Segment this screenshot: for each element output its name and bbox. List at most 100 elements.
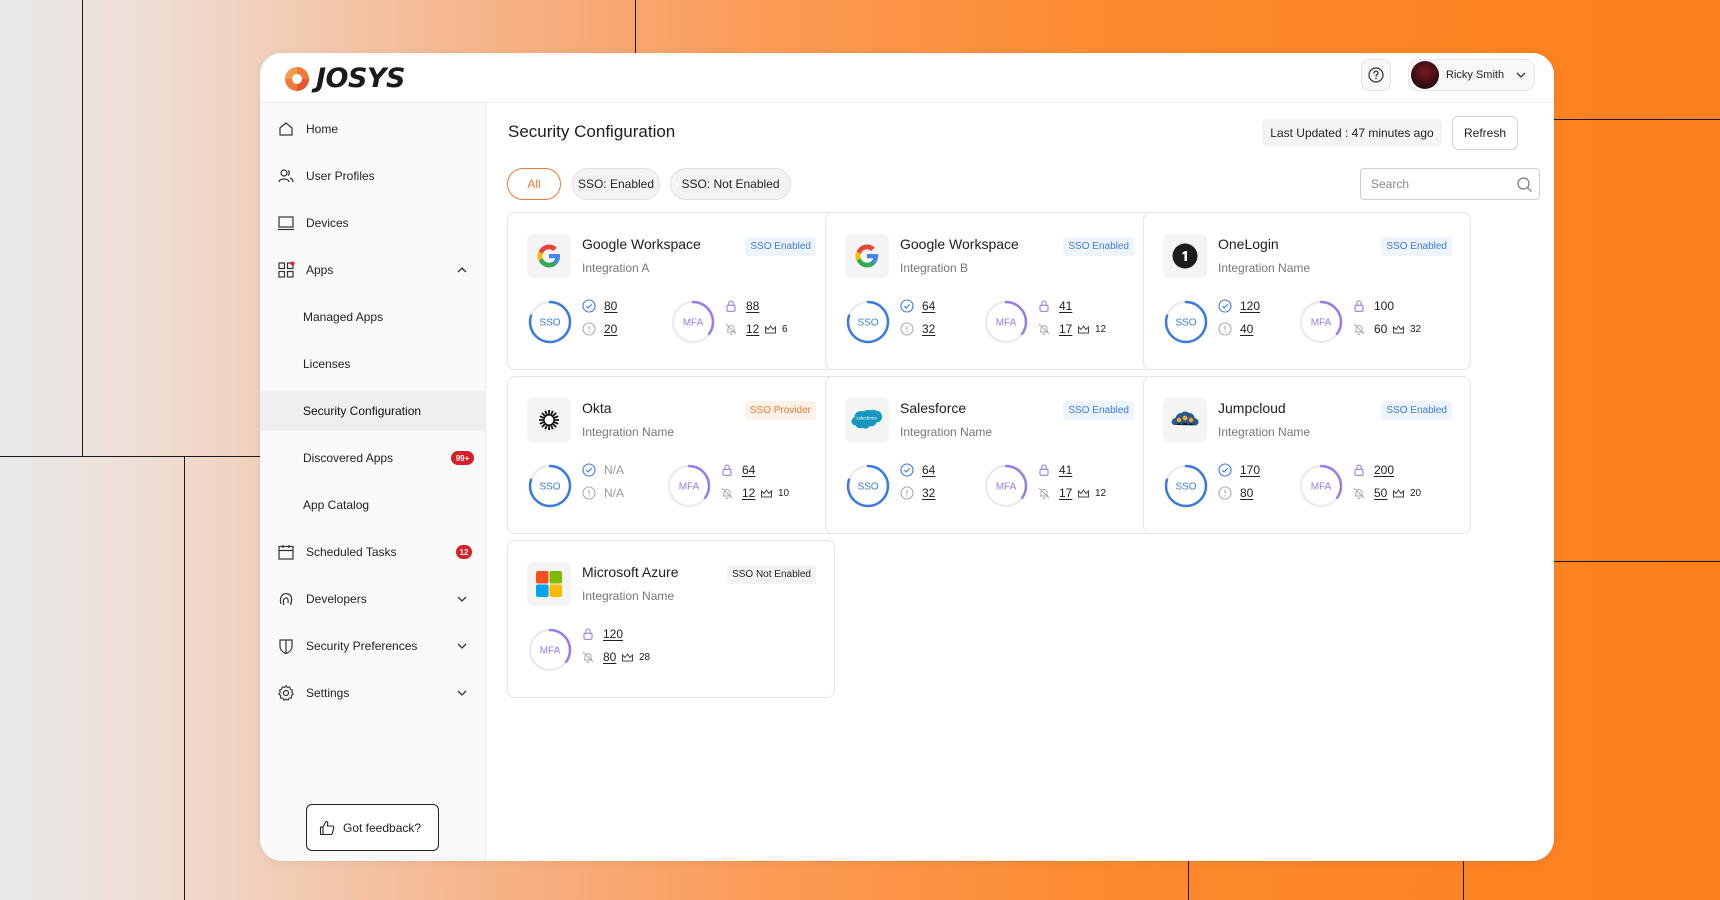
sso-warning-count[interactable]: 40	[1240, 322, 1254, 336]
sso-enabled-count[interactable]: 80	[604, 299, 618, 313]
sso-warning-count[interactable]: 32	[922, 322, 936, 336]
sso-warning-stat[interactable]: N/A	[582, 486, 624, 500]
mfa-disabled-count[interactable]: 17	[1059, 486, 1073, 500]
josys-logo[interactable]: JOSYS	[282, 63, 405, 94]
filter-chip-sso-not-enabled[interactable]: SSO: Not Enabled	[670, 168, 791, 200]
sidebar-item-app-catalog[interactable]: App Catalog	[260, 485, 485, 525]
mfa-disabled-stat[interactable]: 12	[724, 322, 759, 336]
sso-enabled-count[interactable]: 170	[1240, 463, 1261, 477]
sso-enabled-stat[interactable]: N/A	[582, 463, 624, 477]
sso-warning-count[interactable]: 80	[1240, 486, 1254, 500]
sso-enabled-count[interactable]: 64	[922, 299, 936, 313]
sso-enabled-count[interactable]: 120	[1240, 299, 1261, 313]
search-field[interactable]	[1360, 168, 1540, 200]
sso-enabled-stat[interactable]: 120	[1218, 299, 1260, 313]
mfa-disabled-count[interactable]: 17	[1059, 322, 1073, 336]
mfa-enabled-stat[interactable]: 41	[1037, 463, 1072, 477]
mfa-enabled-stat[interactable]: 120	[581, 627, 623, 641]
sso-warning-stat[interactable]: 32	[900, 486, 935, 500]
mfa-enabled-count[interactable]: 64	[742, 463, 756, 477]
sidebar-item-scheduled-tasks[interactable]: Scheduled Tasks 12	[260, 532, 485, 572]
search-icon[interactable]	[1516, 176, 1533, 193]
check-circle-icon	[1218, 299, 1232, 313]
app-card-jumpcloud[interactable]: Jumpcloud Integration Name SSO Enabled S…	[1143, 376, 1471, 534]
bell-off-icon	[725, 323, 737, 335]
mfa-ring-label: MFA	[996, 318, 1017, 329]
sso-status-badge: SSO Enabled	[1381, 401, 1452, 420]
integration-name: Integration Name	[1218, 425, 1311, 439]
mfa-disabled-count[interactable]: 12	[746, 322, 760, 336]
user-menu[interactable]: Ricky Smith	[1408, 59, 1535, 91]
mfa-disabled-stat[interactable]: 17	[1037, 486, 1072, 500]
filter-chip-all[interactable]: All	[507, 168, 561, 200]
sso-warning-count[interactable]: 20	[604, 322, 618, 336]
sidebar-item-security-preferences[interactable]: Security Preferences	[260, 626, 485, 666]
mfa-ring-label: MFA	[679, 482, 700, 493]
mfa-enabled-stat[interactable]: 64	[720, 463, 755, 477]
sidebar-item-developers[interactable]: Developers	[260, 579, 485, 619]
sidebar-item-devices[interactable]: Devices	[260, 203, 485, 243]
license-stat: 28	[621, 651, 650, 664]
sso-enabled-stat[interactable]: 64	[900, 299, 935, 313]
mfa-enabled-stat[interactable]: 88	[724, 299, 759, 313]
mfa-enabled-count[interactable]: 200	[1374, 463, 1395, 477]
sidebar-item-discovered-apps[interactable]: Discovered Apps 99+	[260, 438, 485, 478]
mfa-disabled-count[interactable]: 12	[742, 486, 756, 500]
alert-circle-icon	[582, 486, 596, 500]
mfa-enabled-count[interactable]: 41	[1059, 299, 1073, 313]
app-card-salesforce[interactable]: salesforce Salesforce Integration Name S…	[825, 376, 1153, 534]
mfa-enabled-count[interactable]: 100	[1374, 299, 1395, 313]
sso-enabled-count[interactable]: 64	[922, 463, 936, 477]
bell-off-icon	[1353, 323, 1365, 335]
sso-enabled-stat[interactable]: 64	[900, 463, 935, 477]
sso-warning-count[interactable]: 32	[922, 486, 936, 500]
sso-warning-stat[interactable]: 40	[1218, 322, 1253, 336]
app-card-microsoft-azure[interactable]: Microsoft Azure Integration Name SSO Not…	[507, 540, 835, 698]
mfa-disabled-stat[interactable]: 50	[1352, 486, 1387, 500]
sidebar-item-home[interactable]: Home	[260, 109, 485, 149]
sso-warning-stat[interactable]: 80	[1218, 486, 1253, 500]
background-line	[1188, 861, 1189, 900]
sidebar-item-licenses[interactable]: Licenses	[260, 344, 485, 384]
mfa-disabled-stat[interactable]: 12	[720, 486, 755, 500]
sidebar-item-security-configuration[interactable]: Security Configuration	[260, 391, 485, 431]
brand-name: JOSYS	[316, 63, 405, 94]
integration-name: Integration B	[900, 261, 969, 275]
mfa-disabled-stat[interactable]: 17	[1037, 322, 1072, 336]
mfa-disabled-count[interactable]: 50	[1374, 486, 1388, 500]
sidebar-item-settings[interactable]: Settings	[260, 673, 485, 713]
sso-enabled-stat[interactable]: 170	[1218, 463, 1260, 477]
mfa-enabled-count[interactable]: 88	[746, 299, 760, 313]
mfa-enabled-stat[interactable]: 41	[1037, 299, 1072, 313]
mfa-disabled-count[interactable]: 60	[1374, 322, 1388, 336]
mfa-enabled-stat[interactable]: 200	[1352, 463, 1394, 477]
sidebar-item-user-profiles[interactable]: User Profiles	[260, 156, 485, 196]
app-card-google-workspace[interactable]: Google Workspace Integration B SSO Enabl…	[825, 212, 1153, 370]
feedback-button[interactable]: Got feedback?	[306, 804, 439, 851]
sidebar-item-managed-apps[interactable]: Managed Apps	[260, 297, 485, 337]
refresh-button[interactable]: Refresh	[1452, 116, 1518, 150]
filter-chip-sso-enabled[interactable]: SSO: Enabled	[572, 168, 660, 200]
sso-warning-count[interactable]: N/A	[604, 486, 625, 500]
sidebar-item-apps[interactable]: Apps	[260, 250, 485, 290]
sso-warning-stat[interactable]: 32	[900, 322, 935, 336]
sso-enabled-count[interactable]: N/A	[604, 463, 625, 477]
sidebar-item-label: App Catalog	[303, 498, 370, 512]
help-button[interactable]	[1361, 59, 1391, 91]
mfa-disabled-count[interactable]: 80	[603, 650, 617, 664]
search-input[interactable]	[1371, 169, 1511, 199]
app-card-okta[interactable]: Okta Integration Name SSO Provider SSO N…	[507, 376, 835, 534]
license-stat: 32	[1392, 323, 1421, 336]
check-circle-icon	[1218, 463, 1232, 477]
sso-enabled-stat[interactable]: 80	[582, 299, 617, 313]
mfa-enabled-count[interactable]: 120	[603, 627, 624, 641]
mfa-enabled-stat[interactable]: 100	[1352, 299, 1394, 313]
mfa-enabled-count[interactable]: 41	[1059, 463, 1073, 477]
app-card-google-workspace[interactable]: Google Workspace Integration A SSO Enabl…	[507, 212, 835, 370]
mfa-disabled-stat[interactable]: 60	[1352, 322, 1387, 336]
bell-off-icon	[1353, 487, 1365, 499]
mfa-disabled-stat[interactable]: 80	[581, 650, 616, 664]
sso-warning-stat[interactable]: 20	[582, 322, 617, 336]
integration-name: Integration Name	[900, 425, 993, 439]
app-card-onelogin[interactable]: OneLogin Integration Name SSO Enabled SS…	[1143, 212, 1471, 370]
